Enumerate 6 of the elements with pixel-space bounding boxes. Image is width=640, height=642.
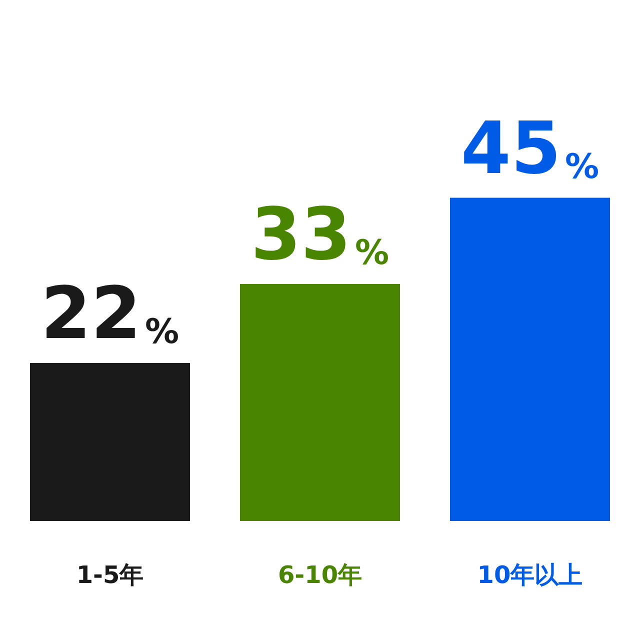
- data-label: 45%: [460, 106, 600, 190]
- data-label: 22%: [40, 270, 180, 355]
- data-label: 33%: [250, 192, 390, 276]
- x-tick-label: 6-10年: [278, 561, 362, 589]
- x-tick-label: 10年以上: [477, 561, 583, 589]
- x-tick-label: 1-5年: [76, 561, 144, 589]
